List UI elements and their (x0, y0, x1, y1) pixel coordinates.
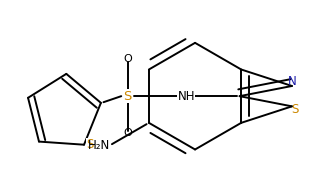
Text: S: S (124, 90, 132, 103)
Text: S: S (291, 102, 298, 116)
Text: N: N (288, 75, 296, 88)
Text: NH: NH (178, 90, 195, 103)
Text: S: S (87, 138, 94, 151)
Text: O: O (123, 128, 132, 139)
Text: H₂N: H₂N (87, 139, 110, 152)
Text: O: O (123, 54, 132, 64)
